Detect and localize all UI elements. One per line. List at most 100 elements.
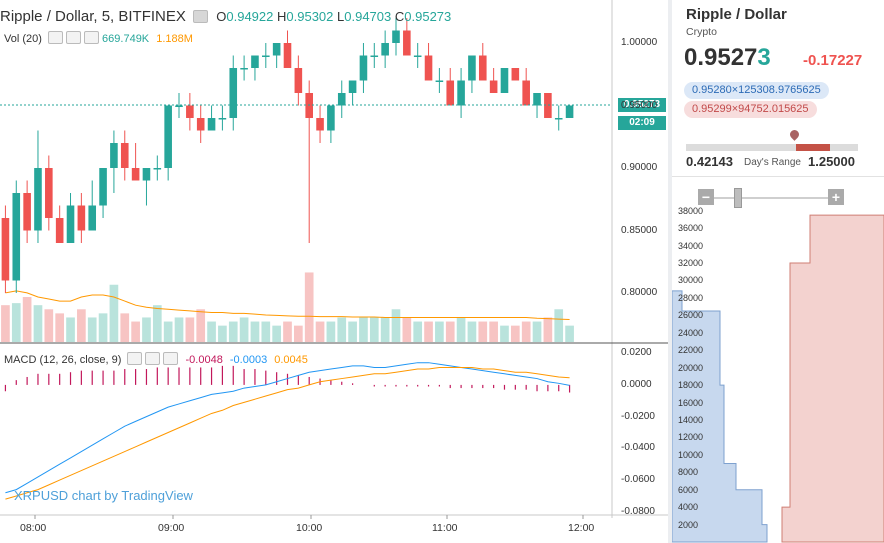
volume-bar xyxy=(337,317,347,342)
candle-body xyxy=(522,80,530,106)
candle-body xyxy=(218,118,227,120)
candle-body xyxy=(120,143,129,168)
depth-zoom-track[interactable] xyxy=(698,197,838,199)
settings-icon[interactable] xyxy=(193,10,209,23)
volume-bar xyxy=(250,321,260,342)
macd-signal-value: 0.0045 xyxy=(274,354,308,366)
depth-axis-label: 30000 xyxy=(678,275,704,286)
eye-icon[interactable] xyxy=(47,31,63,44)
depth-chart[interactable] xyxy=(672,176,884,543)
candle-body xyxy=(207,118,216,131)
eye-icon[interactable] xyxy=(127,352,143,365)
open-value: 0.94922 xyxy=(226,9,274,24)
depth-axis-label: 14000 xyxy=(678,414,704,425)
volume-label: Vol (20) xyxy=(4,33,42,45)
macd-axis-label: -0.0200 xyxy=(621,410,655,422)
volume-bar xyxy=(261,321,271,342)
range-label: Day's Range xyxy=(744,157,801,168)
gear-icon[interactable] xyxy=(65,31,81,44)
candle-body xyxy=(511,68,520,81)
volume-bar xyxy=(207,321,216,342)
macd-axis-label: -0.0600 xyxy=(621,474,655,486)
depth-axis-label: 28000 xyxy=(678,292,704,303)
candle-body xyxy=(478,55,487,81)
macd-axis-label: -0.0400 xyxy=(621,442,655,454)
candle-body xyxy=(262,55,270,57)
volume-bar xyxy=(304,272,314,342)
candle-body xyxy=(327,105,335,131)
volume-ma-value: 1.188M xyxy=(156,33,193,45)
close-icon[interactable] xyxy=(83,31,99,44)
candle-body xyxy=(153,168,162,170)
volume-bar xyxy=(196,309,206,342)
depth-axis-label: 10000 xyxy=(678,449,704,460)
day-range-bar xyxy=(686,144,858,151)
open-label: O xyxy=(216,9,227,24)
zoom-handle[interactable] xyxy=(734,188,742,208)
zoom-out-button[interactable]: − xyxy=(698,189,714,205)
volume-bar xyxy=(55,313,65,342)
volume-bar xyxy=(521,321,531,342)
volume-bar xyxy=(510,325,520,342)
chart-area[interactable]: Ripple / Dollar, 5, BITFINEX O0.94922 H 0… xyxy=(0,0,668,543)
volume-bar xyxy=(294,325,303,342)
sidebar-title: Ripple / Dollar xyxy=(686,6,787,23)
candle-body xyxy=(131,168,140,181)
candle-body xyxy=(435,80,444,82)
candle-body xyxy=(403,30,411,56)
gear-icon[interactable] xyxy=(145,352,161,365)
volume-value: 669.749K xyxy=(102,33,150,45)
details-sidebar: Ripple / Dollar Crypto 0.95273 -0.17227 … xyxy=(672,0,884,543)
panel-divider[interactable] xyxy=(668,0,672,543)
candle-body xyxy=(23,193,31,231)
candle-body xyxy=(1,218,10,281)
volume-bar xyxy=(218,325,227,342)
volume-bar xyxy=(98,313,108,342)
symbol-label[interactable]: Ripple / Dollar, 5, BITFINEX xyxy=(0,8,186,25)
macd-axis-label: -0.0800 xyxy=(621,505,655,517)
last-price-main: 0.9527 xyxy=(684,44,758,71)
low-label: L xyxy=(337,9,345,24)
candle-body xyxy=(12,193,21,281)
depth-axis-label: 24000 xyxy=(678,327,704,338)
depth-divider xyxy=(672,176,884,177)
volume-bar xyxy=(500,325,509,342)
chart-header: Ripple / Dollar, 5, BITFINEX O0.94922 H0… xyxy=(0,8,451,25)
depth-axis-label: 18000 xyxy=(678,380,704,391)
candle-body xyxy=(251,55,259,68)
depth-axis-label: 8000 xyxy=(678,467,699,478)
tradingview-watermark[interactable]: XRPUSD chart by TradingView xyxy=(14,488,193,503)
candle-body xyxy=(316,118,324,131)
high-label: H xyxy=(277,9,287,24)
volume-bar xyxy=(22,297,32,342)
zoom-in-button[interactable]: + xyxy=(828,189,844,205)
candle-body xyxy=(164,105,172,168)
time-axis-label: 08:00 xyxy=(20,522,47,534)
candle-body xyxy=(413,55,422,57)
price-axis-label: 0.90000 xyxy=(621,162,658,173)
macd-hist-value: -0.0048 xyxy=(185,354,223,366)
volume-bar xyxy=(326,321,336,342)
time-axis-label: 12:00 xyxy=(568,522,595,534)
candle-body xyxy=(283,43,292,68)
depth-axis-label: 2000 xyxy=(678,519,699,530)
macd-line-value: -0.0003 xyxy=(229,354,268,366)
range-marker-icon xyxy=(788,128,801,141)
candle-body xyxy=(533,93,541,106)
volume-bar xyxy=(109,284,119,342)
candle-body xyxy=(381,43,389,56)
close-icon[interactable] xyxy=(163,352,179,365)
volume-bar xyxy=(532,321,542,342)
macd-axis-label: 0.0000 xyxy=(621,378,652,390)
volume-bar xyxy=(44,309,54,342)
volume-bar xyxy=(467,321,477,342)
candle-body xyxy=(99,168,107,206)
volume-bar xyxy=(391,309,401,342)
depth-axis-label: 34000 xyxy=(678,240,704,251)
volume-bar xyxy=(239,317,249,342)
price-chart[interactable] xyxy=(0,0,668,543)
volume-bar xyxy=(283,321,292,342)
candle-body xyxy=(142,168,151,181)
ask-depth-area xyxy=(781,214,884,543)
volume-bar xyxy=(543,317,553,342)
